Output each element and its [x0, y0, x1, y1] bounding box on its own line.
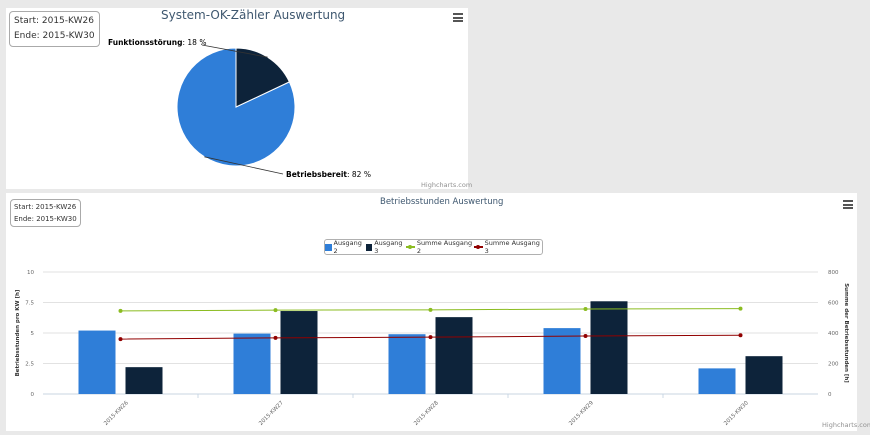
y-tick-label: 10 — [27, 270, 34, 276]
bar-ausgang-2 — [698, 368, 736, 394]
y2-tick-label: 200 — [828, 362, 839, 368]
point-summe-ausgang-2 — [583, 307, 588, 312]
chart-legend: Ausgang 2 Ausgang 3 Summe Ausgang 2 Summe A… — [324, 239, 543, 255]
bar-ausgang-2 — [388, 334, 426, 394]
point-summe-ausgang-3 — [583, 334, 588, 339]
pie-data-label: Betriebsbereit: 82 % — [286, 170, 371, 179]
legend-item[interactable]: Summe Ausgang 3 — [474, 239, 542, 255]
y-tick-label: 7.5 — [25, 301, 34, 307]
bar-ausgang-3 — [280, 311, 318, 394]
legend-symbol — [406, 244, 415, 249]
start-label: Start: 2015-KW26 — [14, 16, 94, 26]
y2-tick-label: 600 — [828, 301, 839, 307]
x-tick-label: 2015-KW30 — [723, 400, 750, 427]
pie-connector-line — [201, 44, 268, 58]
y2-axis-title: Summe der Betriebsstunden [h] — [843, 283, 849, 383]
pie-chart-panel: Start: 2015-KW26 Ende: 2015-KW30 System-… — [6, 8, 472, 189]
chart-title: Betriebsstunden Auswertung — [380, 197, 504, 207]
y-tick-label: 2.5 — [25, 362, 34, 368]
legend-label: Ausgang 2 — [333, 239, 362, 255]
legend-symbol — [365, 243, 373, 251]
y-tick-label: 0 — [31, 392, 35, 398]
legend-symbol — [325, 243, 332, 251]
legend-symbol — [474, 244, 483, 249]
point-summe-ausgang-2 — [738, 306, 743, 311]
date-range-box: Start: 2015-KW26 Ende: 2015-KW30 — [10, 199, 81, 227]
start-label: Start: 2015-KW26 — [14, 203, 77, 211]
y2-tick-label: 0 — [828, 392, 832, 398]
point-summe-ausgang-3 — [273, 335, 278, 340]
legend-item[interactable]: Ausgang 3 — [365, 239, 407, 255]
point-summe-ausgang-3 — [738, 333, 743, 338]
bar-ausgang-3 — [125, 367, 163, 394]
point-summe-ausgang-2 — [118, 308, 123, 313]
point-summe-ausgang-3 — [118, 337, 123, 342]
pie-chart: Betriebsbereit: 82 % Funktionsstörung: 18… — [108, 38, 371, 179]
y-tick-label: 5 — [31, 331, 35, 337]
bar-ausgang-2 — [543, 328, 581, 394]
column-line-chart: 0 2.5 5 7.5 10 0 200 400 600 800 Betriebsstunden p… — [15, 270, 849, 427]
legend-label: Ausgang 3 — [374, 239, 403, 255]
x-tick-label: 2015-KW28 — [413, 400, 440, 427]
end-label: Ende: 2015-KW30 — [14, 215, 77, 223]
x-tick-label: 2015-KW27 — [258, 400, 285, 427]
x-tick-label: 2015-KW29 — [568, 400, 595, 427]
legend-label: Summe Ausgang 3 — [484, 239, 540, 255]
legend-item[interactable]: Ausgang 2 — [325, 239, 366, 255]
point-summe-ausgang-2 — [428, 307, 433, 312]
end-label: Ende: 2015-KW30 — [14, 31, 95, 41]
hamburger-menu-icon[interactable] — [453, 13, 463, 24]
pie-data-label: Funktionsstörung: 18 % — [108, 38, 206, 47]
point-summe-ausgang-3 — [428, 335, 433, 340]
bar-ausgang-3 — [435, 317, 473, 394]
bar-ausgang-3 — [745, 356, 783, 394]
bar-ausgang-2 — [78, 330, 116, 394]
y-axis-title: Betriebsstunden pro KW [h] — [15, 289, 21, 376]
point-summe-ausgang-2 — [273, 308, 278, 313]
bar-ausgang-3 — [590, 301, 628, 394]
chart-title: System-OK-Zähler Auswertung — [161, 8, 346, 22]
y2-tick-label: 400 — [828, 331, 839, 337]
legend-label: Summe Ausgang 2 — [416, 239, 473, 255]
y2-tick-label: 800 — [828, 270, 839, 276]
pie-connector-line — [204, 156, 284, 175]
date-range-box: Start: 2015-KW26 Ende: 2015-KW30 — [9, 11, 100, 47]
bar-chart-panel: Start: 2015-KW26 Ende: 2015-KW30 Betrieb… — [6, 193, 870, 431]
x-tick-label: 2015-KW26 — [103, 400, 130, 427]
bar-ausgang-2 — [233, 333, 271, 394]
legend-item[interactable]: Summe Ausgang 2 — [406, 239, 474, 255]
credits-link[interactable]: Highcharts.com — [421, 181, 473, 189]
credits-link[interactable]: Highcharts.com — [822, 421, 870, 429]
hamburger-menu-icon[interactable] — [843, 200, 853, 211]
